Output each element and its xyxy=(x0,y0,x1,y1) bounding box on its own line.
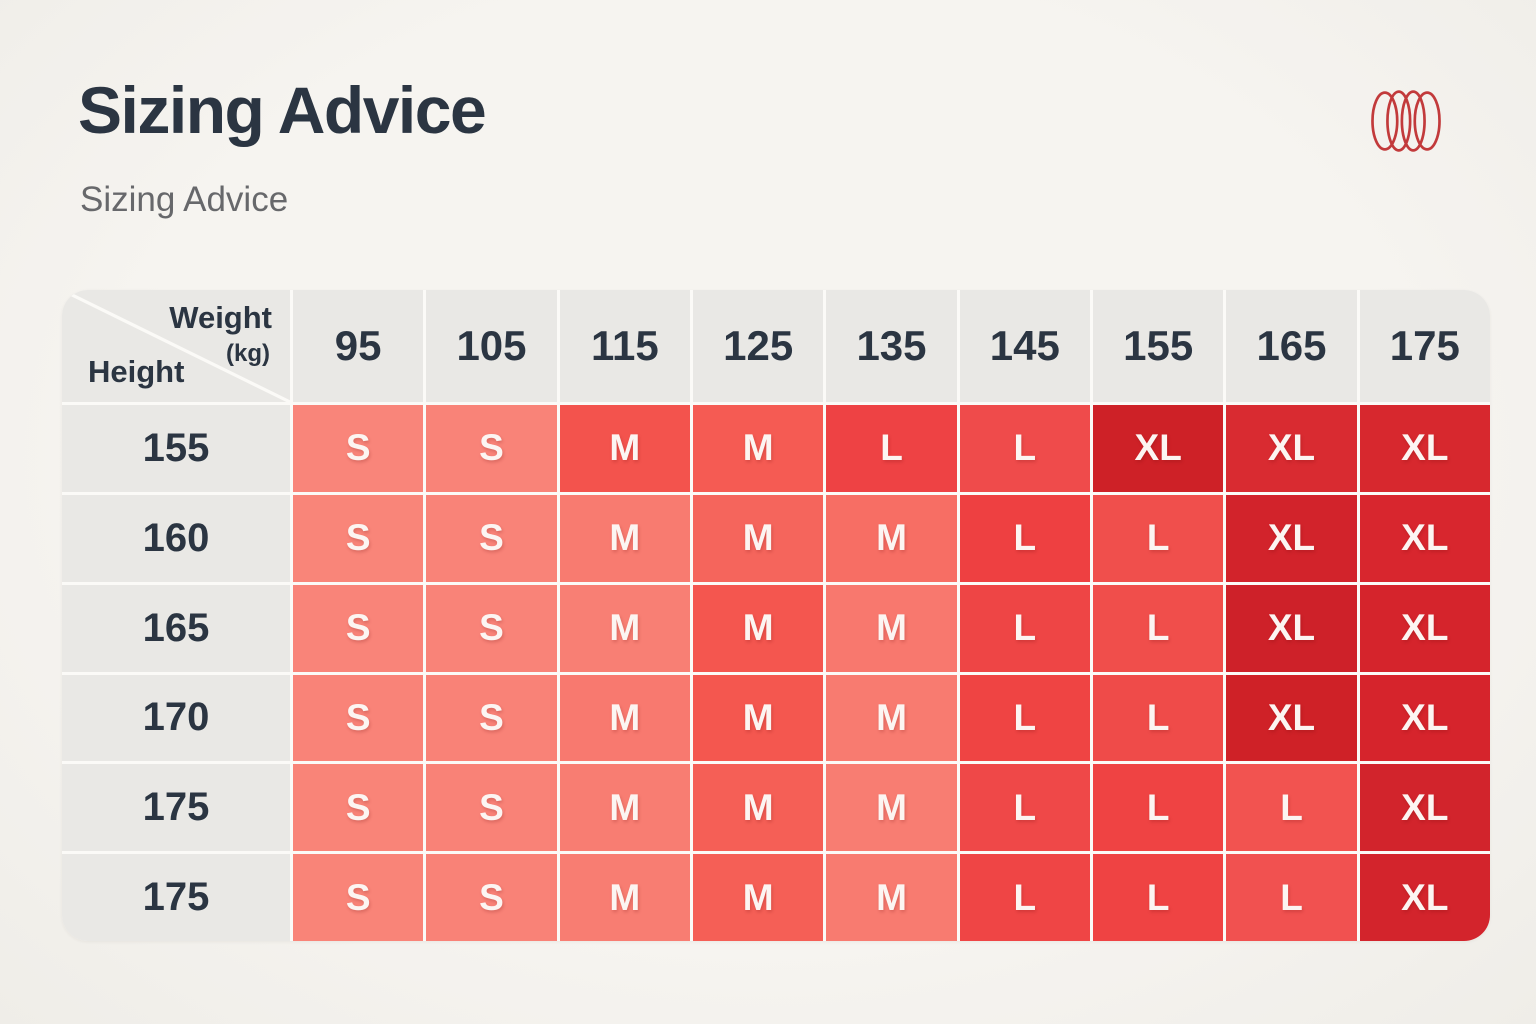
size-cell-r2-c4: M xyxy=(826,584,957,672)
size-cell-r5-c7: L xyxy=(1226,854,1357,941)
size-cell-r2-c7: XL xyxy=(1226,584,1357,672)
size-cell-r5-c1: S xyxy=(426,854,557,941)
size-cell-r2-c1: S xyxy=(426,584,557,672)
size-cell-r4-c7: L xyxy=(1226,764,1357,852)
size-cell-r2-c0: S xyxy=(293,584,424,672)
size-cell-r1-c1: S xyxy=(426,494,557,582)
size-cell-r3-c8: XL xyxy=(1359,674,1490,762)
size-cell-r3-c7: XL xyxy=(1226,674,1357,762)
page-title: Sizing Advice xyxy=(78,73,487,147)
weight-header-115: 115 xyxy=(559,290,690,402)
weight-header-155: 155 xyxy=(1092,290,1224,402)
size-cell-r4-c2: M xyxy=(559,764,690,852)
diagonal-divider xyxy=(62,290,290,402)
sizing-table: Weight (kg) Height 95 105 115 125 135 145 155 1… xyxy=(62,290,1490,941)
size-cell-r5-c5: L xyxy=(959,854,1090,941)
size-cell-r3-c4: M xyxy=(826,674,957,762)
height-header-175-4: 175 xyxy=(62,764,290,852)
size-cell-r0-c6: XL xyxy=(1092,405,1224,492)
size-cell-r1-c5: L xyxy=(959,494,1090,582)
height-header-170-3: 170 xyxy=(62,674,290,762)
weight-header-95: 95 xyxy=(293,290,424,402)
size-cell-r0-c1: S xyxy=(426,405,557,492)
size-cell-r3-c5: L xyxy=(959,674,1090,762)
size-cell-r1-c4: M xyxy=(826,494,957,582)
size-cell-r1-c7: XL xyxy=(1226,494,1357,582)
page-subtitle: Sizing Advice xyxy=(80,180,289,219)
size-cell-r0-c0: S xyxy=(293,405,424,492)
rings-logo-icon xyxy=(1371,90,1441,152)
size-cell-r1-c3: M xyxy=(692,494,824,582)
size-cell-r5-c8: XL xyxy=(1359,854,1490,941)
size-cell-r1-c6: L xyxy=(1092,494,1224,582)
corner-unit-label: (kg) xyxy=(226,340,270,367)
size-cell-r5-c0: S xyxy=(293,854,424,941)
size-cell-r4-c1: S xyxy=(426,764,557,852)
size-cell-r4-c8: XL xyxy=(1359,764,1490,852)
weight-header-145: 145 xyxy=(959,290,1090,402)
size-cell-r4-c5: L xyxy=(959,764,1090,852)
weight-header-175: 175 xyxy=(1359,290,1490,402)
height-header-155-0: 155 xyxy=(62,405,290,492)
size-cell-r3-c6: L xyxy=(1092,674,1224,762)
corner-cell: Weight (kg) Height xyxy=(62,290,290,402)
height-header-165-2: 165 xyxy=(62,584,290,672)
size-cell-r0-c5: L xyxy=(959,405,1090,492)
size-cell-r5-c3: M xyxy=(692,854,824,941)
size-cell-r5-c2: M xyxy=(559,854,690,941)
size-cell-r4-c6: L xyxy=(1092,764,1224,852)
size-cell-r1-c2: M xyxy=(559,494,690,582)
size-cell-r4-c0: S xyxy=(293,764,424,852)
height-header-175-5: 175 xyxy=(62,854,290,941)
size-cell-r2-c2: M xyxy=(559,584,690,672)
size-cell-r5-c6: L xyxy=(1092,854,1224,941)
weight-header-125: 125 xyxy=(692,290,824,402)
weight-header-105: 105 xyxy=(426,290,557,402)
size-cell-r3-c1: S xyxy=(426,674,557,762)
size-cell-r3-c0: S xyxy=(293,674,424,762)
size-cell-r1-c8: XL xyxy=(1359,494,1490,582)
size-cell-r3-c2: M xyxy=(559,674,690,762)
height-header-160-1: 160 xyxy=(62,494,290,582)
corner-weight-label: Weight xyxy=(169,300,272,335)
size-cell-r0-c4: L xyxy=(826,405,957,492)
size-cell-r0-c8: XL xyxy=(1359,405,1490,492)
size-cell-r1-c0: S xyxy=(293,494,424,582)
corner-height-label: Height xyxy=(88,354,185,389)
size-cell-r3-c3: M xyxy=(692,674,824,762)
size-cell-r4-c4: M xyxy=(826,764,957,852)
size-cell-r0-c7: XL xyxy=(1226,405,1357,492)
size-cell-r2-c3: M xyxy=(692,584,824,672)
weight-header-135: 135 xyxy=(826,290,957,402)
size-cell-r4-c3: M xyxy=(692,764,824,852)
size-cell-r5-c4: M xyxy=(826,854,957,941)
size-cell-r2-c5: L xyxy=(959,584,1090,672)
size-cell-r2-c8: XL xyxy=(1359,584,1490,672)
weight-header-165: 165 xyxy=(1226,290,1357,402)
size-cell-r0-c2: M xyxy=(559,405,690,492)
size-cell-r2-c6: L xyxy=(1092,584,1224,672)
size-cell-r0-c3: M xyxy=(692,405,824,492)
